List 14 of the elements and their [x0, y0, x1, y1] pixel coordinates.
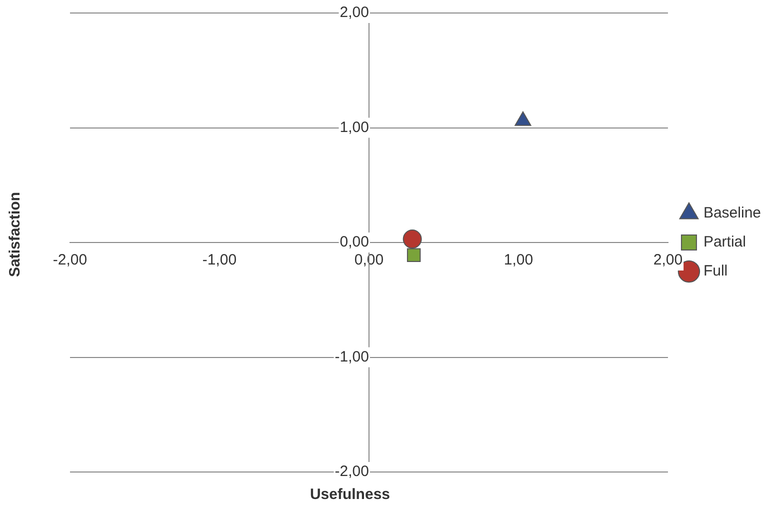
x-tick-label: -2,00 [52, 252, 88, 269]
x-tick-label: -1,00 [202, 252, 237, 269]
y-axis-title: Satisfaction [6, 190, 24, 280]
y-tick-label: -2,00 [334, 463, 369, 480]
y-tick-label: 1,00 [340, 118, 369, 136]
legend-label: Full [703, 262, 728, 280]
y-tick-label: 2,00 [340, 4, 369, 22]
y-tick-label: -1,00 [334, 348, 369, 366]
legend-label: Baseline [703, 204, 762, 222]
x-tick-label: 2,00 [653, 252, 683, 269]
x-axis-title: Usefulness [308, 486, 392, 503]
y-tick-label: 0,00 [340, 234, 369, 251]
x-tick-label: 1,00 [504, 252, 534, 269]
legend-label: Partial [703, 234, 746, 251]
